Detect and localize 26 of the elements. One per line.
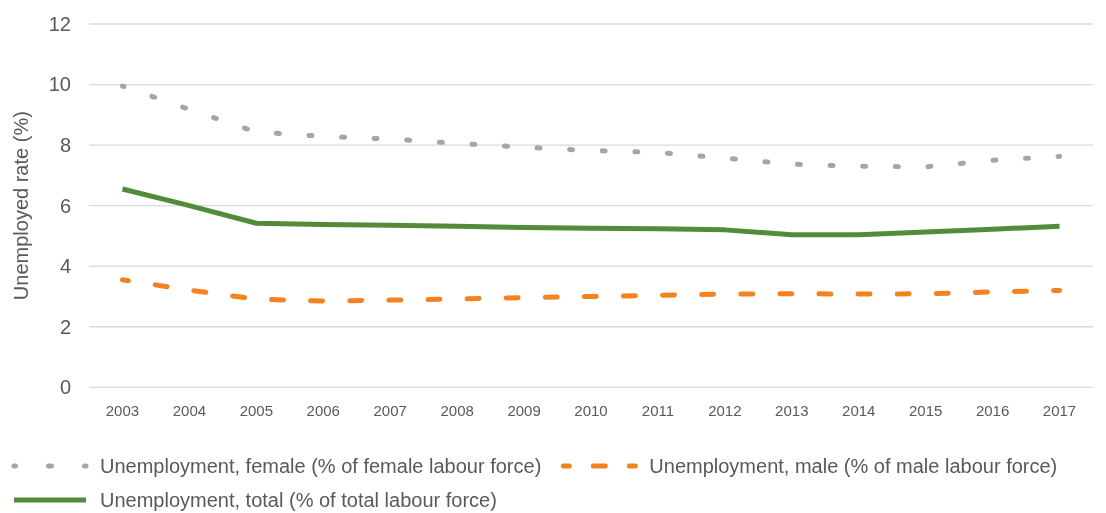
legend-label: Unemployment, male (% of male labour force) bbox=[649, 455, 1058, 477]
x-tick-label: 2005 bbox=[239, 401, 274, 419]
y-tick-label: 8 bbox=[59, 134, 71, 156]
y-tick-label: 4 bbox=[59, 255, 71, 278]
x-tick-label: 2017 bbox=[1042, 401, 1077, 419]
y-tick-label: 0 bbox=[59, 376, 71, 399]
x-tick-label: 2015 bbox=[908, 401, 943, 419]
legend-label: Unemployment, total (% of total labour force) bbox=[100, 489, 497, 511]
x-tick-label: 2013 bbox=[775, 401, 809, 419]
x-tick-label: 2016 bbox=[975, 401, 1010, 419]
x-tick-label: 2003 bbox=[105, 401, 140, 419]
x-tick-label: 2009 bbox=[507, 401, 541, 419]
y-tick-label: 10 bbox=[48, 73, 71, 96]
y-tick-label: 2 bbox=[59, 315, 71, 338]
x-tick-label: 2004 bbox=[172, 401, 207, 419]
y-tick-label: 12 bbox=[48, 12, 71, 35]
x-tick-label: 2006 bbox=[306, 401, 340, 419]
legend-label: Unemployment, female (% of female labour force) bbox=[100, 455, 542, 477]
x-tick-label: 2014 bbox=[842, 401, 876, 419]
x-tick-label: 2007 bbox=[373, 401, 407, 419]
x-tick-label: 2011 bbox=[641, 401, 675, 419]
x-tick-label: 2012 bbox=[708, 401, 742, 419]
x-tick-label: 2010 bbox=[574, 401, 608, 419]
x-tick-label: 2008 bbox=[440, 401, 474, 419]
y-tick-label: 6 bbox=[59, 194, 71, 217]
y-axis-title: Unemployed rate (%) bbox=[10, 111, 32, 301]
